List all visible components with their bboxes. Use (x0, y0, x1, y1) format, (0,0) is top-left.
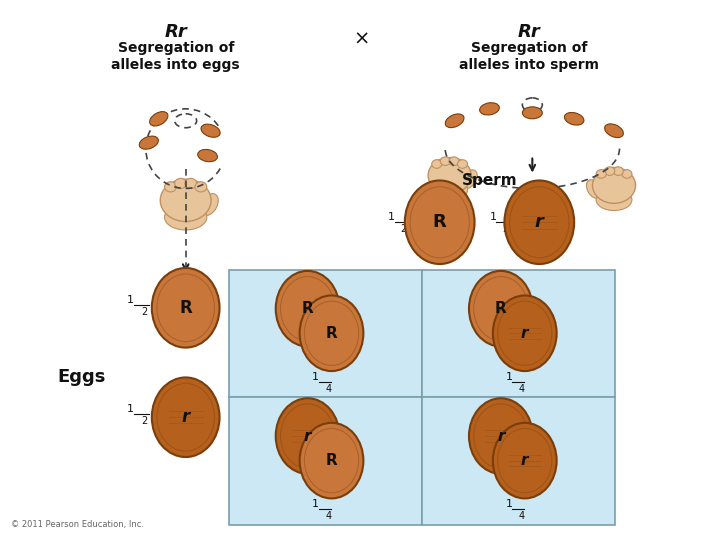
Ellipse shape (428, 158, 471, 193)
FancyBboxPatch shape (228, 270, 422, 397)
Text: Segregation of
alleles into eggs: Segregation of alleles into eggs (112, 41, 240, 72)
Text: r: r (521, 453, 528, 468)
Ellipse shape (300, 423, 364, 498)
Ellipse shape (596, 170, 606, 178)
Ellipse shape (276, 398, 339, 474)
Ellipse shape (175, 178, 186, 188)
Text: 1: 1 (312, 500, 319, 509)
Ellipse shape (449, 157, 459, 165)
Text: Rr: Rr (164, 23, 187, 41)
Text: r: r (535, 213, 544, 231)
Text: R: R (495, 301, 507, 316)
Ellipse shape (201, 124, 220, 137)
Ellipse shape (457, 160, 467, 168)
Text: 4: 4 (518, 511, 524, 522)
Text: 1: 1 (505, 372, 513, 382)
Ellipse shape (493, 423, 557, 498)
Ellipse shape (200, 194, 218, 215)
Text: 2: 2 (400, 224, 406, 234)
Text: 1: 1 (490, 212, 497, 222)
Text: r: r (181, 408, 190, 426)
Ellipse shape (586, 180, 601, 198)
Text: © 2011 Pearson Education, Inc.: © 2011 Pearson Education, Inc. (12, 519, 144, 529)
Text: 1: 1 (312, 372, 319, 382)
Text: r: r (521, 326, 528, 341)
Text: 2: 2 (141, 307, 147, 317)
Ellipse shape (164, 205, 207, 230)
Ellipse shape (195, 182, 207, 192)
Text: R: R (302, 301, 313, 316)
Ellipse shape (523, 107, 542, 119)
Text: Sperm: Sperm (462, 173, 517, 188)
Ellipse shape (480, 103, 500, 115)
Ellipse shape (152, 377, 220, 457)
Text: Eggs: Eggs (57, 368, 105, 387)
Text: 1: 1 (505, 500, 513, 509)
Text: R: R (179, 299, 192, 317)
Ellipse shape (152, 268, 220, 348)
Ellipse shape (198, 150, 217, 161)
Ellipse shape (593, 167, 636, 204)
Ellipse shape (150, 112, 168, 126)
Ellipse shape (613, 167, 624, 176)
Ellipse shape (596, 189, 632, 211)
Ellipse shape (493, 295, 557, 371)
Text: 2: 2 (141, 416, 147, 426)
Ellipse shape (300, 295, 364, 371)
Ellipse shape (469, 271, 533, 347)
Text: Segregation of
alleles into sperm: Segregation of alleles into sperm (459, 41, 599, 72)
FancyBboxPatch shape (422, 270, 615, 397)
Ellipse shape (462, 170, 477, 188)
FancyBboxPatch shape (422, 397, 615, 525)
Ellipse shape (523, 98, 542, 112)
Text: 4: 4 (325, 384, 331, 394)
Ellipse shape (505, 180, 574, 264)
Ellipse shape (564, 112, 584, 125)
Ellipse shape (622, 170, 632, 178)
Ellipse shape (432, 160, 442, 168)
Ellipse shape (405, 180, 474, 264)
Text: ×: × (354, 29, 370, 48)
Text: R: R (433, 213, 446, 231)
Text: R: R (325, 326, 338, 341)
Ellipse shape (432, 179, 467, 200)
Ellipse shape (185, 178, 197, 188)
Ellipse shape (164, 182, 176, 192)
Ellipse shape (139, 136, 158, 149)
Text: 4: 4 (325, 511, 331, 522)
Ellipse shape (175, 114, 197, 128)
Ellipse shape (441, 157, 451, 165)
Ellipse shape (276, 271, 339, 347)
Text: 2: 2 (503, 224, 509, 234)
Text: 1: 1 (127, 404, 134, 414)
Text: 4: 4 (518, 384, 524, 394)
Ellipse shape (445, 114, 464, 127)
Ellipse shape (605, 167, 615, 176)
Text: r: r (304, 429, 311, 443)
Ellipse shape (161, 179, 211, 221)
FancyBboxPatch shape (228, 397, 422, 525)
Text: r: r (497, 429, 505, 443)
Ellipse shape (605, 124, 624, 138)
Text: Rr: Rr (518, 23, 541, 41)
Text: 1: 1 (127, 295, 134, 305)
Text: R: R (325, 453, 338, 468)
Text: 1: 1 (388, 212, 395, 222)
Ellipse shape (469, 398, 533, 474)
